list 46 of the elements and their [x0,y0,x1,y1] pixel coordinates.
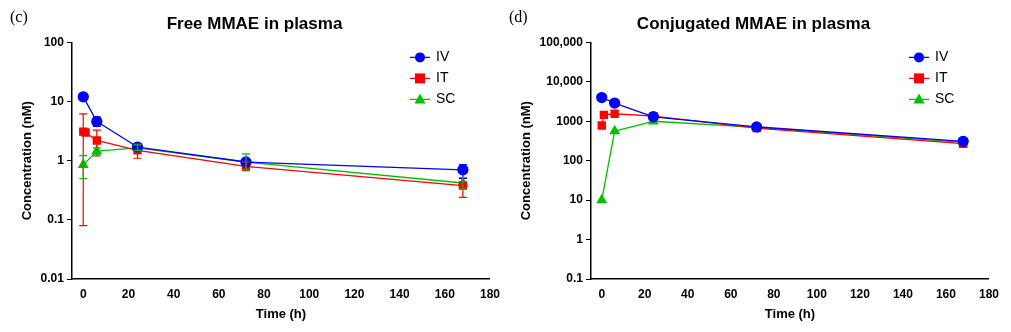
x-tick-label: 40 [681,286,695,301]
y-tick-label: 1000 [556,113,584,128]
legend-label: IT [435,69,449,86]
y-tick-label: 100,000 [539,34,584,49]
x-tick-label: 80 [767,286,781,301]
y-tick-label: 1 [576,231,584,246]
y-tick-label: 10 [50,93,65,108]
y-tick-label: 0.1 [47,212,65,227]
x-tick-label: 20 [121,286,136,301]
x-tick-label: 120 [344,286,365,301]
x-axis-title: Time (h) [255,305,307,321]
text: (d) [509,8,528,27]
legend-label: IV [435,48,450,65]
x-axis-title: Time (h) [764,305,816,321]
y-tick-label: 0.1 [566,271,584,286]
y-tick-label: 10,000 [546,74,584,89]
x-tick-label: 40 [166,286,181,301]
x-tick-label: 160 [434,286,456,301]
x-tick-label: 20 [638,286,652,301]
x-tick-label: 100 [806,286,828,301]
x-tick-label: 60 [212,286,226,301]
x-tick-label: 0 [79,286,87,301]
y-tick-label: 100 [562,153,584,168]
x-tick-label: 120 [849,286,871,301]
legend-label: IV [934,48,949,65]
text: (c) [10,8,28,27]
x-tick-label: 180 [479,286,501,301]
x-tick-label: 0 [598,286,606,301]
y-tick-label: 0.01 [40,271,65,286]
legend-label: IT [934,69,948,86]
y-tick-label: 100 [43,34,65,49]
x-tick-label: 140 [389,286,410,301]
legend-label: SC [934,90,955,107]
y-axis-title: Concentration (nM) [518,101,534,221]
x-tick-label: 180 [978,286,1000,301]
y-tick-label: 10 [569,192,584,207]
chart-title: Free MMAE in plasma [166,13,343,33]
x-tick-label: 60 [724,286,738,301]
x-tick-label: 80 [257,286,272,301]
legend-label: SC [435,90,456,107]
y-tick-label: 1 [57,153,65,168]
x-tick-label: 100 [299,286,320,301]
x-tick-label: 160 [935,286,957,301]
chart-title: Conjugated MMAE in plasma [636,13,871,33]
x-tick-label: 140 [892,286,914,301]
y-axis-title: Concentration (nM) [19,101,35,221]
